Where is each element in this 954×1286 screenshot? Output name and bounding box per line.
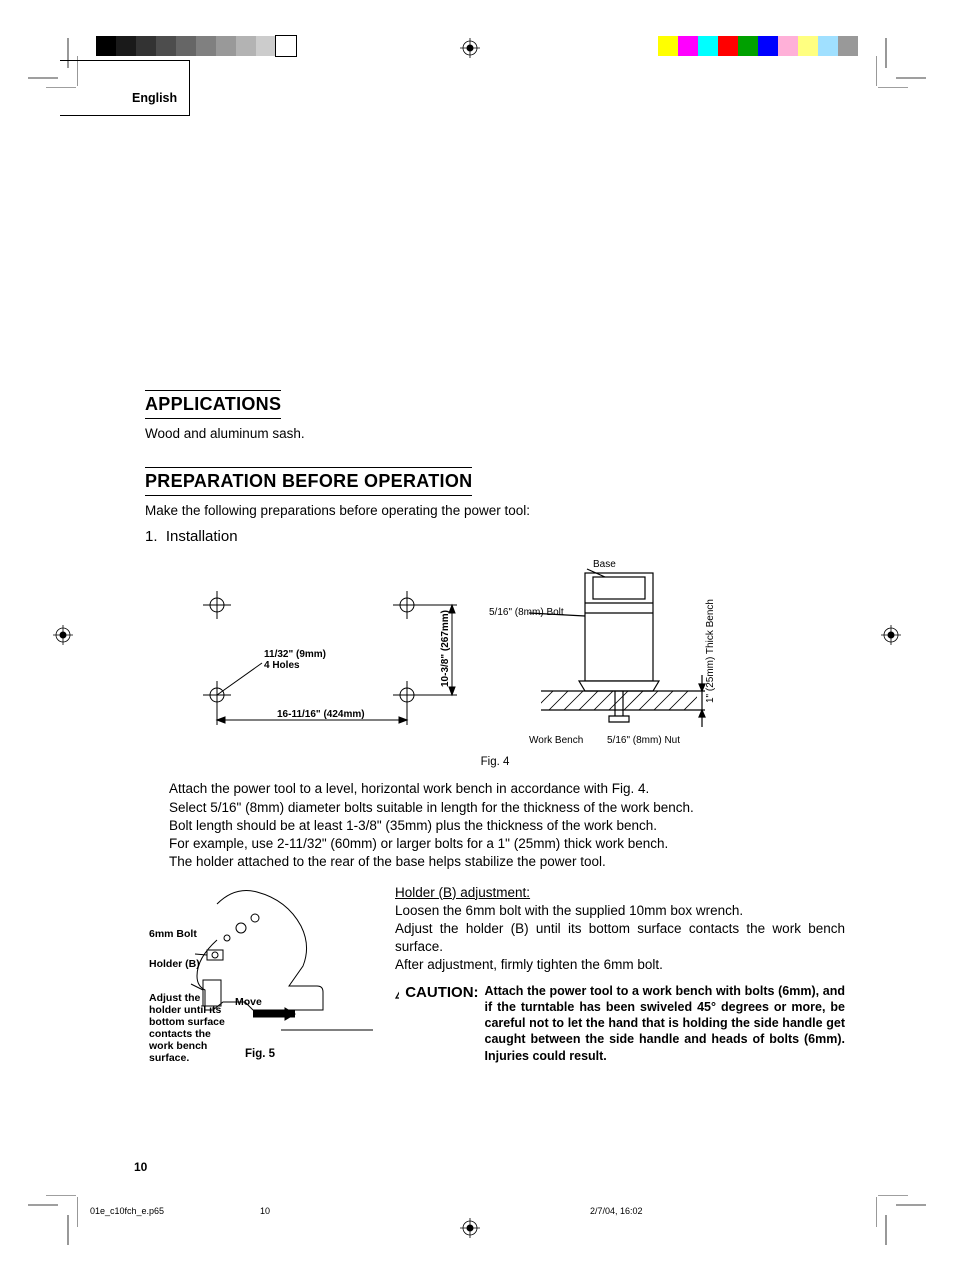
crop-mark-bl xyxy=(28,1195,78,1248)
fig5-left: 6mm Bolt Holder (B) Move Adjust the hold… xyxy=(145,884,375,1072)
fig4-caption: Fig. 4 xyxy=(145,756,845,768)
caution-body: Attach the power tool to a work bench wi… xyxy=(485,983,845,1064)
install-l2: Select 5/16" (8mm) diameter bolts suitab… xyxy=(169,800,694,815)
install-l3: Bolt length should be at least 1-3/8" (3… xyxy=(169,818,657,833)
fig4-width: 16-11/16" (424mm) xyxy=(277,709,365,720)
page-number: 10 xyxy=(134,1160,147,1174)
crop-mark-tr xyxy=(876,38,926,91)
registration-mark-top xyxy=(460,38,480,58)
item-text: Installation xyxy=(166,528,238,545)
page-content: APPLICATIONS Wood and aluminum sash. PRE… xyxy=(145,390,845,1072)
preparation-title: PREPARATION BEFORE OPERATION xyxy=(145,467,472,496)
holder-adj-l2: Adjust the holder (B) until its bottom s… xyxy=(395,920,845,956)
fig4-workbench: Work Bench xyxy=(529,735,583,746)
registration-mark-left xyxy=(53,625,73,645)
footer-file: 01e_c10fch_e.p65 xyxy=(90,1206,164,1216)
installation-item: 1. Installation xyxy=(145,528,845,545)
applications-title: APPLICATIONS xyxy=(145,390,281,419)
install-l4: For example, use 2-11/32" (60mm) or larg… xyxy=(169,836,668,851)
fig5-adjust-label: Adjust the holder until its bottom surfa… xyxy=(149,992,231,1064)
fig4-right-diagram: Base 5/16" (8mm) Bolt 1" (25mm) Thick Be… xyxy=(489,555,729,750)
registration-mark-bottom xyxy=(460,1218,480,1238)
fig4-bolt: 5/16" (8mm) Bolt xyxy=(489,607,564,618)
fig4-holes-l1: 11/32" (9mm) xyxy=(264,649,326,660)
caution-block: CAUTION: Attach the power tool to a work… xyxy=(395,983,845,1064)
fig4-holes-l2: 4 Holes xyxy=(264,660,300,671)
fig5-holder-label: Holder (B) xyxy=(149,958,200,970)
color-bar xyxy=(658,36,858,56)
install-l1: Attach the power tool to a level, horizo… xyxy=(169,781,649,796)
warning-icon xyxy=(395,983,399,999)
applications-body: Wood and aluminum sash. xyxy=(145,425,845,443)
install-l5: The holder attached to the rear of the b… xyxy=(169,854,606,869)
crop-mark-br xyxy=(876,1195,926,1248)
fig4-left-diagram: 11/32" (9mm) 4 Holes 16-11/16" (424mm) 1… xyxy=(169,555,469,740)
caution-word: CAUTION: xyxy=(405,983,478,1003)
fig5-bolt-label: 6mm Bolt xyxy=(149,928,197,940)
fig4-nut: 5/16" (8mm) Nut xyxy=(607,735,680,746)
installation-paragraph: Attach the power tool to a level, horizo… xyxy=(169,780,845,871)
fig5-row: 6mm Bolt Holder (B) Move Adjust the hold… xyxy=(145,884,845,1072)
fig4-bench: 1" (25mm) Thick Bench xyxy=(705,599,716,703)
preparation-intro: Make the following preparations before o… xyxy=(145,502,845,520)
grayscale-bar xyxy=(96,36,296,56)
figure-4-row: 11/32" (9mm) 4 Holes 16-11/16" (424mm) 1… xyxy=(169,555,845,750)
footer-date: 2/7/04, 16:02 xyxy=(590,1206,643,1216)
fig5-move-label: Move xyxy=(235,996,262,1008)
language-label: English xyxy=(132,91,177,105)
holder-adj-l3: After adjustment, firmly tighten the 6mm… xyxy=(395,956,845,974)
footer-page: 10 xyxy=(260,1206,270,1216)
holder-adj-l1: Loosen the 6mm bolt with the supplied 10… xyxy=(395,902,845,920)
fig4-base: Base xyxy=(593,559,616,570)
registration-mark-right xyxy=(881,625,901,645)
fig4-height: 10-3/8" (267mm) xyxy=(440,610,451,687)
holder-adjustment-block: Holder (B) adjustment: Loosen the 6mm bo… xyxy=(395,884,845,1072)
item-number: 1. xyxy=(145,528,158,545)
holder-adj-title: Holder (B) adjustment: xyxy=(395,884,845,902)
language-header: English xyxy=(60,60,190,116)
